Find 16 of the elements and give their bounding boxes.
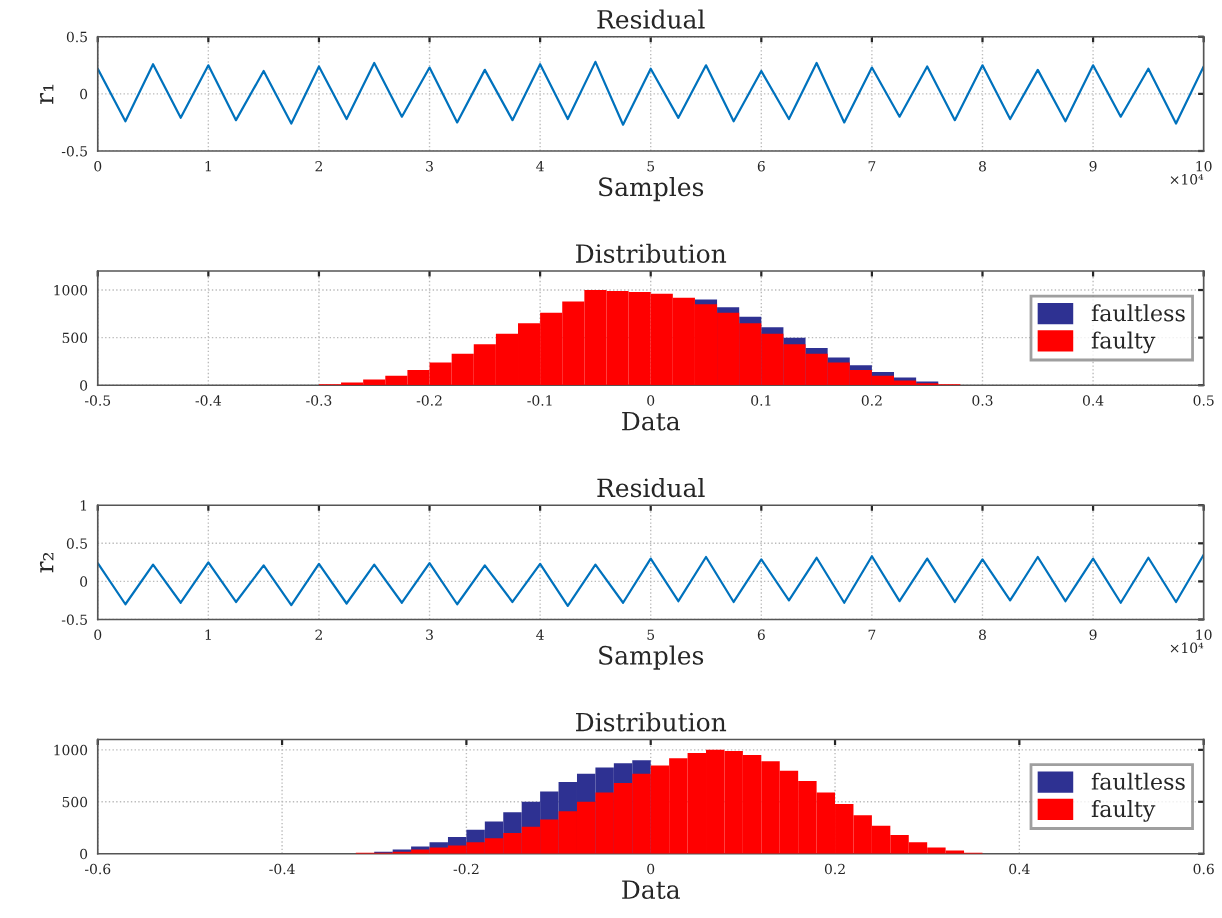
line-series bbox=[97, 553, 1204, 607]
legend-label: faultless bbox=[1091, 772, 1185, 790]
legend-label: faulty bbox=[1091, 331, 1156, 354]
legend-label: faultless bbox=[1091, 304, 1185, 322]
chart-title: Residual bbox=[597, 9, 705, 29]
chart-title: Distribution bbox=[576, 712, 727, 732]
y-axis-title: r₁ bbox=[39, 84, 54, 104]
x-axis-title: Samples bbox=[599, 645, 704, 670]
chart-title: Distribution bbox=[576, 243, 727, 263]
line-series bbox=[97, 60, 1204, 126]
x-axis-title: Data bbox=[622, 411, 680, 431]
legend-label: faulty bbox=[1091, 800, 1156, 822]
chart-title: Residual bbox=[597, 477, 705, 498]
y-axis-title: r₂ bbox=[39, 552, 54, 573]
x-axis-title: Samples bbox=[599, 176, 704, 202]
x-axis-title: Data bbox=[622, 880, 680, 900]
